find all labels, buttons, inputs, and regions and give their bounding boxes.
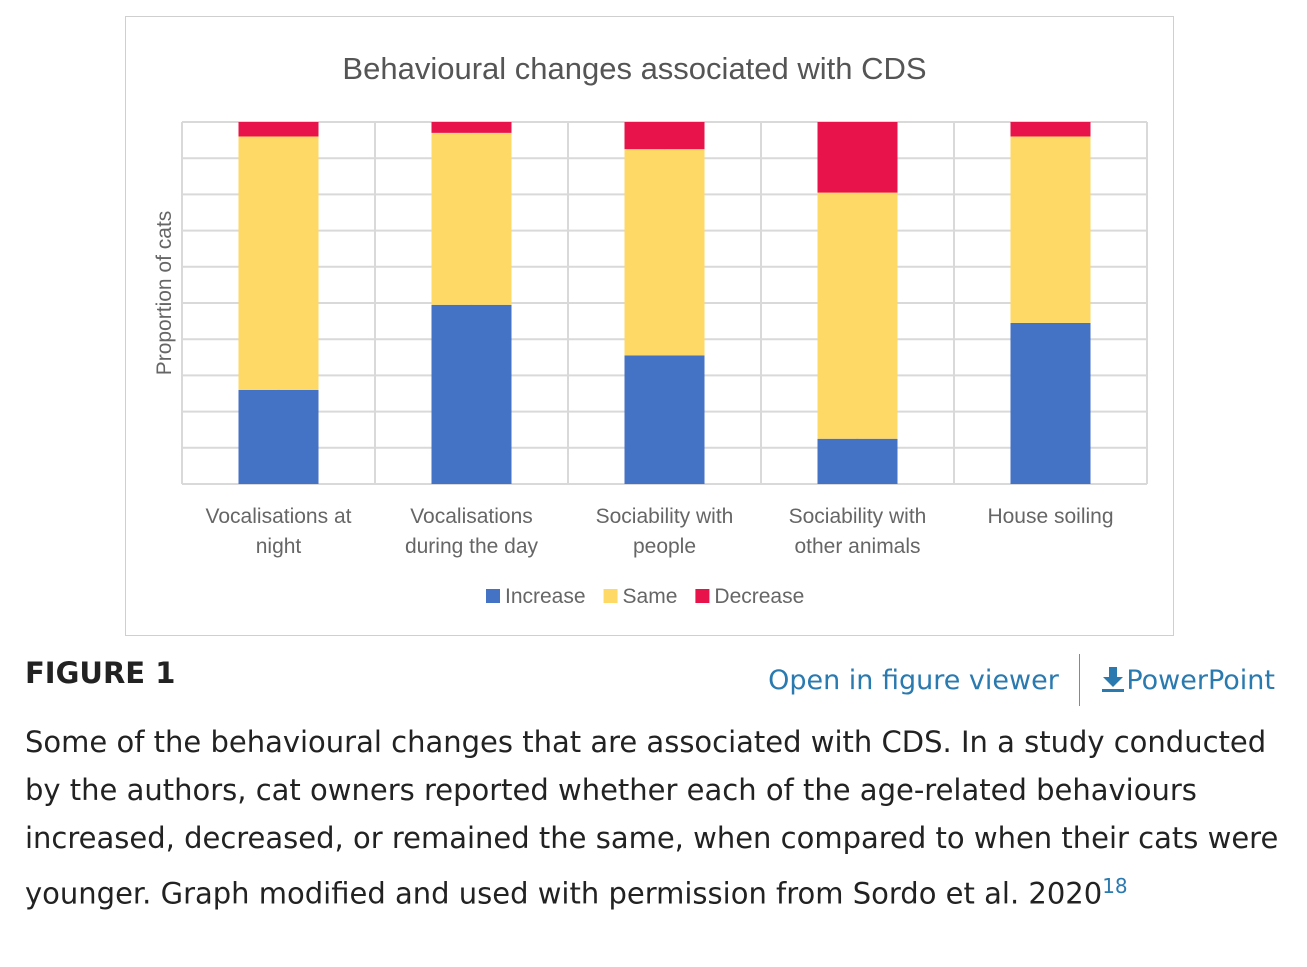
x-tick-label: Sociability with	[596, 505, 734, 528]
x-tick-label: other animals	[794, 535, 920, 558]
bar-decrease	[431, 122, 512, 133]
legend-label: Same	[623, 585, 678, 608]
x-tick-label: during the day	[405, 535, 539, 558]
bar-increase	[1010, 322, 1091, 484]
x-tick-label: Vocalisations at	[206, 505, 352, 528]
bar-same	[817, 192, 898, 439]
bar-same	[1010, 136, 1091, 323]
figure-image[interactable]: Behavioural changes associated with CDS P…	[125, 16, 1174, 636]
x-tick-label: night	[256, 535, 302, 558]
x-tick-label: people	[633, 535, 696, 558]
bar-decrease	[1010, 122, 1091, 137]
figure-caption: Some of the behavioural changes that are…	[25, 718, 1285, 918]
bar-same	[238, 136, 319, 390]
legend-label: Decrease	[714, 585, 804, 608]
divider	[1078, 654, 1081, 706]
chart-title: Behavioural changes associated with CDS	[342, 51, 926, 86]
y-axis-label: Proportion of cats	[153, 211, 176, 376]
caption-text: Some of the behavioural changes that are…	[25, 725, 1279, 911]
stacked-bar-chart: Behavioural changes associated with CDS P…	[153, 51, 1148, 608]
x-tick-label: Vocalisations	[410, 505, 533, 528]
bar-increase	[624, 355, 705, 484]
download-icon	[1102, 666, 1125, 692]
bar-same	[624, 149, 705, 356]
legend-swatch-decrease	[695, 589, 710, 603]
reference-link[interactable]: 18	[1102, 874, 1128, 898]
figure-label: FIGURE 1	[25, 656, 176, 690]
bar-increase	[431, 304, 512, 484]
bar-increase	[817, 438, 898, 484]
bar-decrease	[817, 122, 898, 193]
x-tick-label: House soiling	[987, 505, 1113, 528]
x-tick-label: Sociability with	[789, 505, 927, 528]
figure-links: Open in figure viewer PowerPoint	[768, 654, 1275, 706]
open-figure-viewer-link[interactable]: Open in figure viewer	[768, 664, 1059, 696]
bar-same	[431, 132, 512, 305]
legend-label: Increase	[505, 585, 586, 608]
powerpoint-label: PowerPoint	[1126, 664, 1275, 696]
bar-decrease	[624, 122, 705, 150]
powerpoint-download-link[interactable]: PowerPoint	[1100, 665, 1275, 696]
legend-swatch-same	[603, 589, 618, 603]
bar-decrease	[238, 122, 319, 137]
bar-increase	[238, 389, 319, 484]
legend-swatch-increase	[486, 589, 500, 603]
